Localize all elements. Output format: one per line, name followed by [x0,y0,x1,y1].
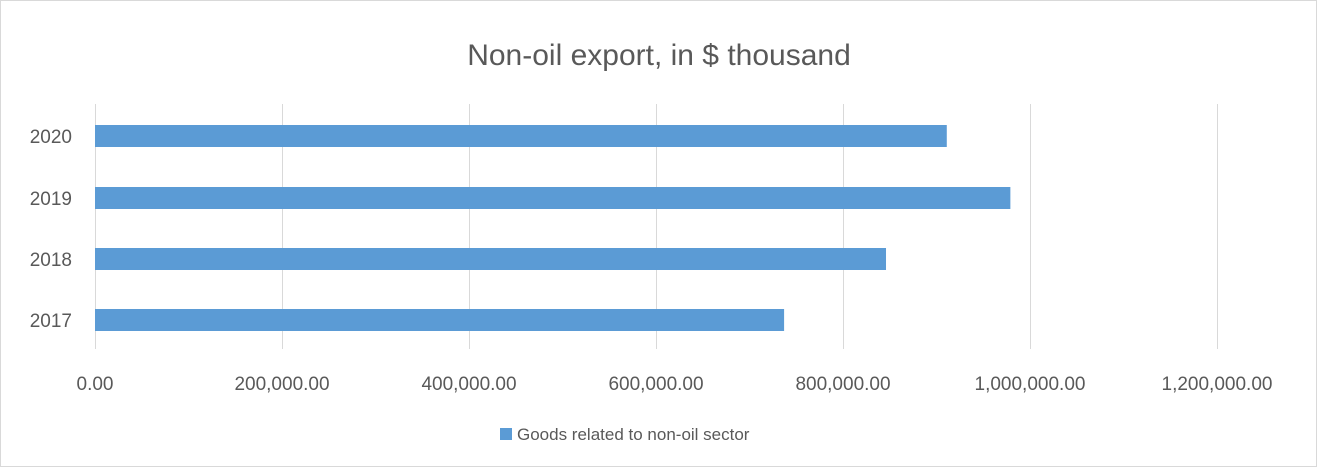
legend-label: Goods related to non-oil sector [517,425,750,444]
y-tick-label: 2019 [30,189,72,210]
bars [95,125,1011,331]
x-tick-label: 600,000.00 [608,374,703,395]
x-tick-label: 800,000.00 [795,374,890,395]
chart-title: Non-oil export, in $ thousand [467,39,851,72]
bar-2017 [95,309,785,331]
x-tick-label: 1,200,000.00 [1162,374,1273,395]
bar-2020 [95,125,947,147]
x-tick-label: 1,000,000.00 [975,374,1086,395]
x-axis-labels: 0.00 200,000.00 400,000.00 600,000.00 800,00… [77,374,1273,395]
legend: Goods related to non-oil sector [500,425,750,444]
legend-swatch [500,428,512,440]
x-tick-label: 200,000.00 [234,374,329,395]
bar-2018 [95,248,887,270]
x-tick-label: 0.00 [77,374,114,395]
y-tick-label: 2020 [30,127,72,148]
y-tick-label: 2017 [30,311,72,332]
x-tick-label: 400,000.00 [421,374,516,395]
y-axis-labels: 2017 2018 2019 2020 [30,127,72,332]
y-tick-label: 2018 [30,250,72,271]
bar-2019 [95,187,1011,209]
